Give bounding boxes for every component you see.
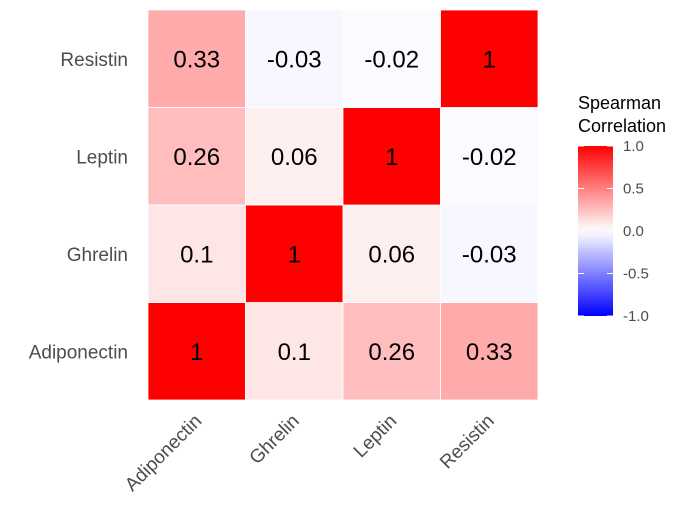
- cell-value-ghrelin-adiponectin: 0.1: [180, 241, 213, 268]
- cell-value-adiponectin-adiponectin: 1: [190, 339, 203, 366]
- y-axis-tick-labels: Adiponectin Ghrelin Leptin Resistin: [29, 50, 128, 364]
- heatmap-cell-ghrelin-ghrelin: [245, 204, 344, 303]
- heatmap-cell-adiponectin-leptin: [342, 302, 441, 401]
- cell-value-adiponectin-resistin: 0.33: [466, 339, 513, 366]
- colorbar-legend: Spearman Correlation 1.0 0.5 0.0 -0.5 -1.0: [578, 93, 666, 325]
- heatmap-cell-adiponectin-ghrelin: [245, 302, 344, 401]
- heatmap-cell-leptin-resistin: [440, 107, 539, 206]
- cell-value-resistin-leptin: -0.02: [364, 46, 419, 73]
- x-tick-label-resistin: Resistin: [436, 411, 499, 474]
- x-tick-label-adiponectin: Adiponectin: [121, 411, 206, 496]
- cell-value-ghrelin-resistin: -0.03: [462, 241, 517, 268]
- legend-title-line-2: Correlation: [578, 116, 666, 136]
- cell-value-leptin-resistin: -0.02: [462, 144, 517, 171]
- cell-value-leptin-ghrelin: 0.06: [271, 144, 318, 171]
- heatmap-cell-adiponectin-adiponectin: [147, 302, 246, 401]
- cell-value-ghrelin-leptin: 0.06: [368, 241, 415, 268]
- legend-tick-label: 0.5: [623, 181, 644, 198]
- heatmap-cells: [147, 9, 539, 401]
- cell-value-resistin-resistin: 1: [483, 46, 496, 73]
- cell-value-resistin-ghrelin: -0.03: [267, 46, 322, 73]
- cell-value-adiponectin-leptin: 0.26: [368, 339, 415, 366]
- x-tick-label-leptin: Leptin: [350, 411, 401, 462]
- legend-tick-label: 1.0: [623, 138, 644, 155]
- legend-title-line-1: Spearman: [578, 93, 661, 113]
- cell-value-labels: 1 0.1 0.26 0.33 0.1 1 0.06 -0.03 0.26 0.06 1 -0.02 0…: [173, 46, 516, 366]
- heatmap-cell-leptin-adiponectin: [147, 107, 246, 206]
- legend-tick-label: -1.0: [623, 308, 649, 325]
- y-tick-label-adiponectin: Adiponectin: [29, 342, 128, 363]
- legend-tick-label: 0.0: [623, 223, 644, 240]
- cell-value-ghrelin-ghrelin: 1: [288, 241, 301, 268]
- heatmap-cell-ghrelin-resistin: [440, 204, 539, 303]
- cell-value-resistin-adiponectin: 0.33: [173, 46, 220, 73]
- heatmap-cell-resistin-ghrelin: [245, 9, 344, 108]
- x-tick-label-ghrelin: Ghrelin: [246, 411, 304, 469]
- y-tick-label-ghrelin: Ghrelin: [67, 245, 128, 266]
- y-tick-label-leptin: Leptin: [76, 147, 128, 168]
- cell-value-adiponectin-ghrelin: 0.1: [278, 339, 311, 366]
- cell-value-leptin-adiponectin: 0.26: [173, 144, 220, 171]
- legend-ticks: 1.0 0.5 0.0 -0.5 -1.0: [578, 138, 649, 325]
- heatmap-cell-adiponectin-resistin: [440, 302, 539, 401]
- heatmap-cell-resistin-leptin: [342, 9, 441, 108]
- heatmap-cell-leptin-leptin: [342, 107, 441, 206]
- heatmap-cell-resistin-resistin: [440, 9, 539, 108]
- x-axis-tick-labels: Adiponectin Ghrelin Leptin Resistin: [121, 411, 499, 496]
- y-tick-label-resistin: Resistin: [60, 50, 128, 71]
- heatmap-cell-resistin-adiponectin: [147, 9, 246, 108]
- legend-tick-label: -0.5: [623, 266, 649, 283]
- cell-value-leptin-leptin: 1: [385, 144, 398, 171]
